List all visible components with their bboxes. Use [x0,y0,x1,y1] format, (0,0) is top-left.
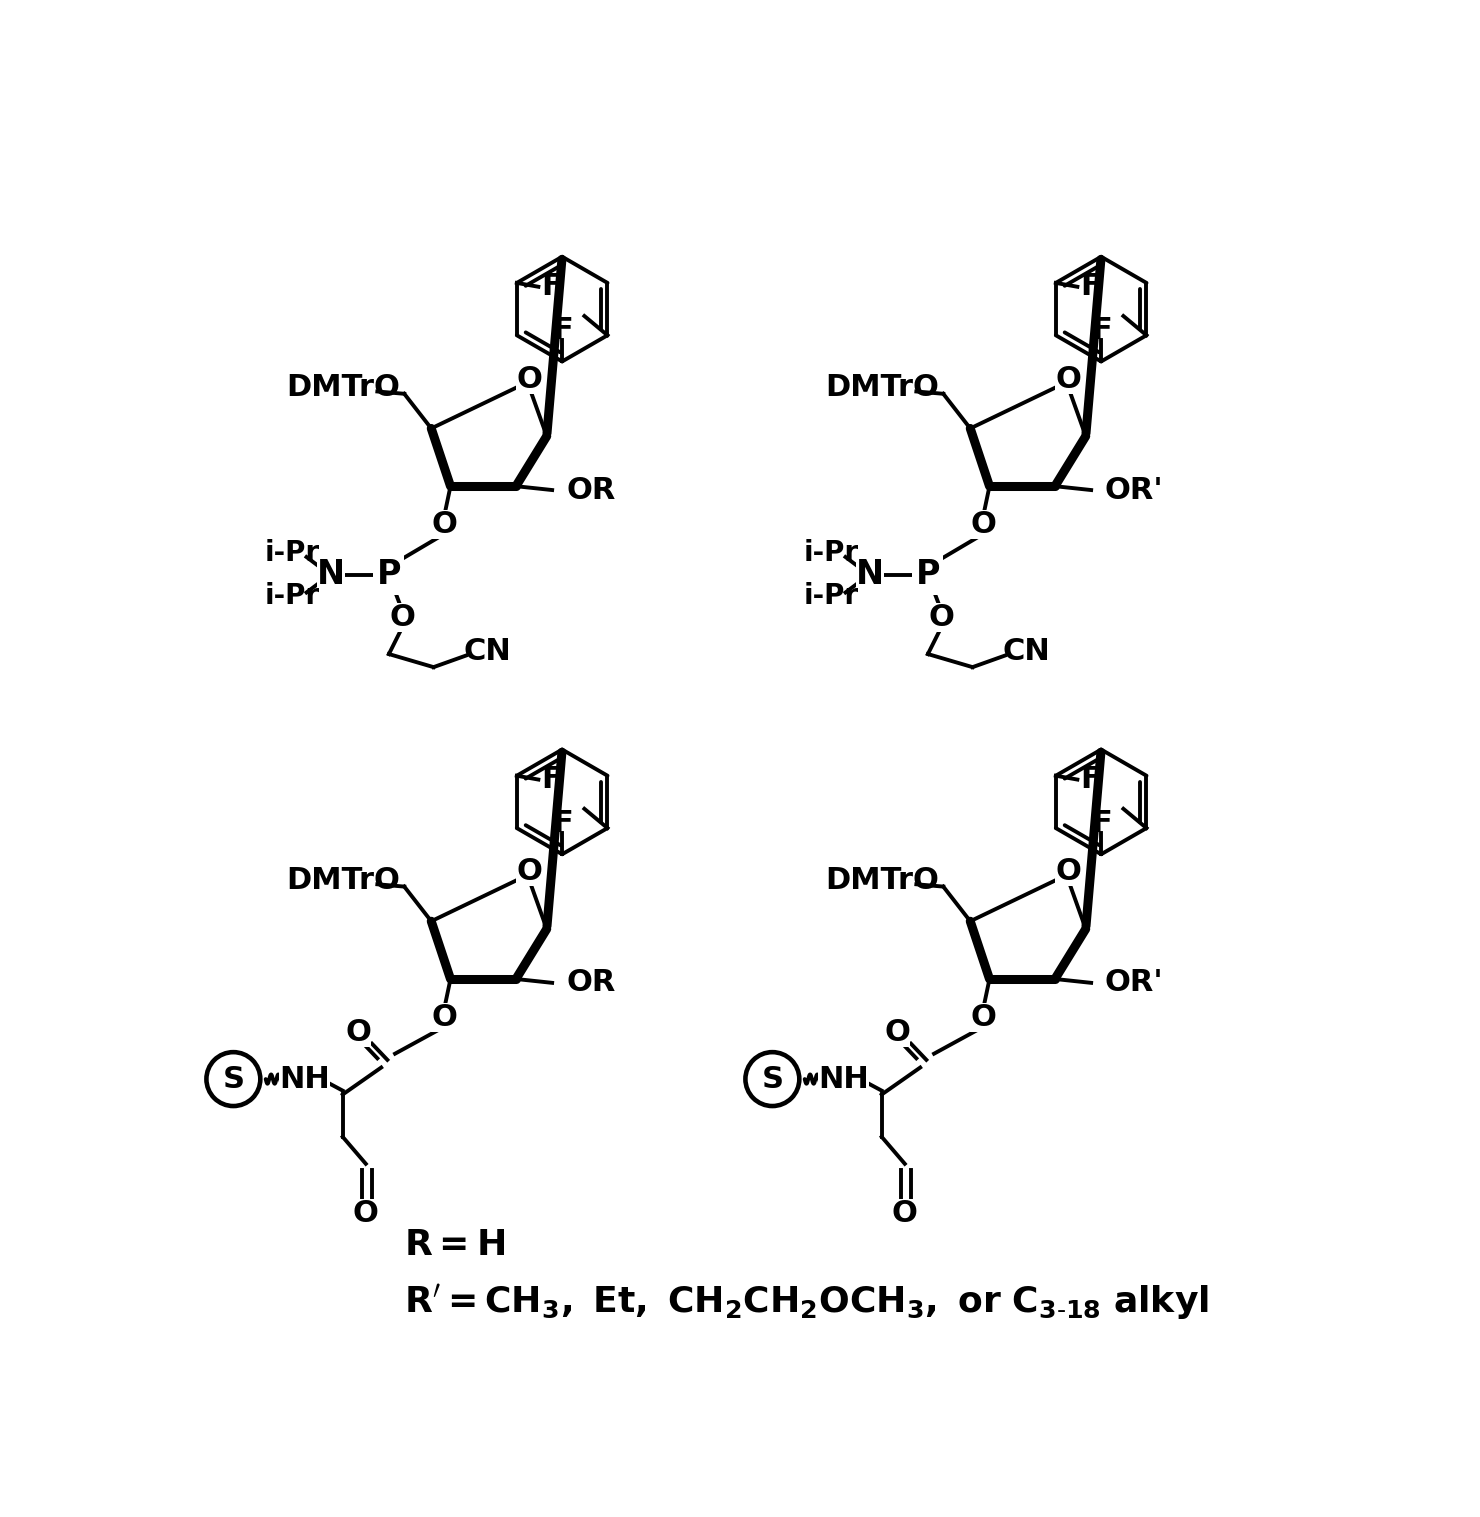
Text: F: F [1091,809,1111,837]
Text: F: F [552,316,573,346]
Text: OR': OR' [1106,475,1163,505]
Text: OR': OR' [1106,968,1163,997]
Text: O: O [345,1018,371,1047]
Text: NH: NH [278,1065,330,1094]
Text: DMTrO: DMTrO [286,373,400,402]
Text: CN: CN [463,637,511,666]
Text: O: O [389,602,416,631]
Text: OR: OR [565,475,616,505]
Text: O: O [884,1018,910,1047]
Text: O: O [971,1003,996,1032]
Text: F: F [1091,316,1111,346]
Text: DMTrO: DMTrO [824,373,938,402]
Text: F: F [1080,765,1101,793]
Text: O: O [929,602,955,631]
Text: S: S [222,1065,244,1094]
Text: i-Pr: i-Pr [265,583,320,610]
Text: N: N [317,558,345,592]
Text: O: O [431,510,457,539]
Text: N: N [855,558,884,592]
Text: i-Pr: i-Pr [804,539,860,567]
Text: DMTrO: DMTrO [286,866,400,895]
Text: O: O [1055,364,1080,393]
Text: O: O [517,364,542,393]
Text: i-Pr: i-Pr [265,539,320,567]
Text: P: P [916,558,940,592]
Text: CN: CN [1002,637,1051,666]
Text: P: P [376,558,401,592]
Text: O: O [1055,857,1080,886]
Text: $\bf{R = H}$: $\bf{R = H}$ [404,1227,506,1262]
Text: DMTrO: DMTrO [824,866,938,895]
Text: O: O [517,857,542,886]
Text: F: F [1080,272,1101,302]
Text: OR: OR [565,968,616,997]
Text: S: S [761,1065,783,1094]
Text: F: F [542,272,562,302]
Text: F: F [552,809,573,837]
Text: O: O [431,1003,457,1032]
Text: $\bf{R' = CH_3, \ Et, \ CH_2CH_2OCH_3, \ or \ C_{3\text{-}18} \ alkyl}$: $\bf{R' = CH_3, \ Et, \ CH_2CH_2OCH_3, \… [404,1282,1209,1323]
Text: O: O [892,1200,918,1229]
Text: NH: NH [818,1065,869,1094]
Text: O: O [352,1200,379,1229]
Text: O: O [971,510,996,539]
Text: i-Pr: i-Pr [804,583,860,610]
Text: F: F [542,765,562,793]
